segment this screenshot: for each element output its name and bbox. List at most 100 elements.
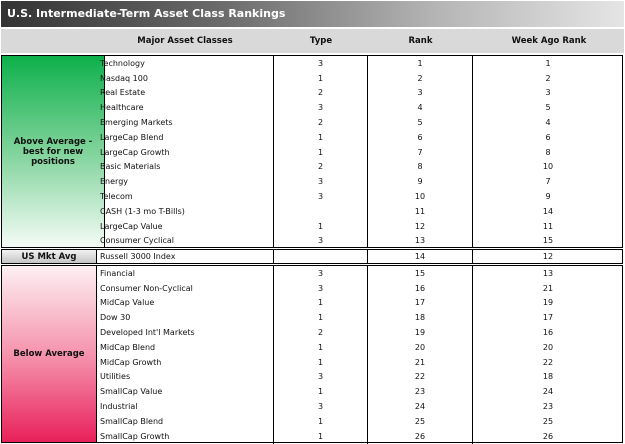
rank-cell: 13 bbox=[367, 233, 473, 249]
table-row: Technology 3 1 1 bbox=[96, 56, 623, 71]
week-ago-rank-cell: 4 bbox=[545, 118, 551, 128]
type-cell: 3 bbox=[273, 266, 368, 281]
asset-name: Energy bbox=[96, 174, 274, 190]
type-cell: 1 bbox=[273, 70, 368, 86]
below-average-label: Below Average bbox=[2, 266, 97, 442]
rank-cell: 24 bbox=[367, 399, 473, 414]
asset-name: Developed Int'l Markets bbox=[96, 325, 274, 340]
table-row: LargeCap Blend 1 6 6 bbox=[96, 129, 623, 145]
table-row: MidCap Blend 1 20 20 bbox=[96, 339, 623, 355]
table-row: Utilities 3 22 18 bbox=[96, 369, 623, 385]
table-row: Financial 3 15 13 bbox=[96, 266, 623, 281]
type-cell: 3 bbox=[273, 189, 368, 204]
rank-cell: 26 bbox=[367, 428, 473, 444]
week-ago-rank-cell: 1 bbox=[545, 58, 551, 68]
rank-cell: 23 bbox=[367, 384, 473, 400]
table-row: CASH (1-3 mo T-Bills) 11 14 bbox=[96, 203, 623, 219]
week-ago-rank-cell: 18 bbox=[542, 372, 554, 382]
asset-name: Technology bbox=[96, 56, 274, 71]
type-cell: 2 bbox=[273, 159, 368, 175]
rank-cell: 19 bbox=[367, 325, 473, 340]
week-ago-rank-cell: 7 bbox=[545, 177, 551, 187]
table-row: Energy 3 9 7 bbox=[96, 174, 623, 190]
below-average-section: Below Average Financial 3 15 13 Consumer Non… bbox=[1, 265, 623, 444]
asset-name: Real Estate bbox=[96, 85, 274, 101]
type-cell: 3 bbox=[273, 100, 368, 116]
rank-cell: 25 bbox=[367, 413, 473, 429]
week-ago-rank-cell: 10 bbox=[542, 162, 554, 172]
rank-cell: 20 bbox=[367, 339, 473, 355]
rank-cell: 16 bbox=[367, 280, 473, 296]
asset-name: Nasdaq 100 bbox=[96, 70, 274, 86]
type-cell: 2 bbox=[273, 85, 368, 101]
week-ago-rank-cell: 25 bbox=[542, 416, 554, 426]
avg-table: Russell 3000 Index 14 12 bbox=[96, 250, 623, 263]
type-cell: 3 bbox=[273, 174, 368, 190]
table-row: Consumer Non-Cyclical 3 16 21 bbox=[96, 280, 623, 296]
asset-name: SmallCap Growth bbox=[96, 428, 274, 444]
week-ago-rank-cell: 19 bbox=[542, 298, 554, 308]
asset-name: Consumer Cyclical bbox=[96, 233, 274, 249]
asset-name: Utilities bbox=[96, 369, 274, 385]
table-row: Developed Int'l Markets 2 19 16 bbox=[96, 325, 623, 340]
week-ago-rank-cell: 20 bbox=[542, 342, 554, 352]
asset-name: LargeCap Blend bbox=[96, 129, 274, 145]
above-average-label: Above Average - best for new positions bbox=[2, 56, 105, 247]
table-header: Major Asset Classes Type Rank Week Ago R… bbox=[1, 29, 624, 53]
asset-name: MidCap Value bbox=[96, 295, 274, 311]
asset-name: SmallCap Value bbox=[96, 384, 274, 400]
type-cell: 1 bbox=[273, 339, 368, 355]
table-row: Russell 3000 Index 14 12 bbox=[96, 250, 623, 263]
week-ago-rank-cell: 16 bbox=[542, 328, 554, 338]
rank-cell: 1 bbox=[367, 56, 473, 71]
rank-cell: 12 bbox=[367, 218, 473, 234]
asset-name: Russell 3000 Index bbox=[96, 250, 274, 263]
table-row: SmallCap Value 1 23 24 bbox=[96, 384, 623, 400]
week-ago-rank-cell: 22 bbox=[542, 357, 554, 367]
week-ago-rank-cell: 12 bbox=[542, 252, 554, 261]
type-cell: 3 bbox=[273, 399, 368, 414]
table-row: MidCap Growth 1 21 22 bbox=[96, 354, 623, 370]
asset-name: LargeCap Value bbox=[96, 218, 274, 234]
asset-name: Financial bbox=[96, 266, 274, 281]
header-asset: Major Asset Classes bbox=[137, 36, 233, 46]
rank-cell: 5 bbox=[367, 115, 473, 130]
rank-cell: 8 bbox=[367, 159, 473, 175]
type-cell: 3 bbox=[273, 56, 368, 71]
table-row: Basic Materials 2 8 10 bbox=[96, 159, 623, 175]
type-cell bbox=[273, 250, 368, 263]
table-row: MidCap Value 1 17 19 bbox=[96, 295, 623, 311]
week-ago-rank-cell: 9 bbox=[545, 192, 551, 202]
table-row: Telecom 3 10 9 bbox=[96, 189, 623, 204]
header-rank: Rank bbox=[408, 36, 433, 46]
rank-cell: 18 bbox=[367, 310, 473, 326]
rank-cell: 22 bbox=[367, 369, 473, 385]
above-table: Technology 3 1 1 Nasdaq 100 1 2 2 Real Estate 2 3 3… bbox=[96, 56, 623, 249]
type-cell: 1 bbox=[273, 129, 368, 145]
week-ago-rank-cell: 21 bbox=[542, 283, 554, 293]
table-row: Healthcare 3 4 5 bbox=[96, 100, 623, 116]
asset-name: Telecom bbox=[96, 189, 274, 204]
rank-cell: 2 bbox=[367, 70, 473, 86]
type-cell bbox=[273, 203, 368, 219]
header-week-ago-rank: Week Ago Rank bbox=[511, 36, 587, 46]
rank-cell: 21 bbox=[367, 354, 473, 370]
week-ago-rank-cell: 5 bbox=[545, 103, 551, 113]
type-cell: 3 bbox=[273, 233, 368, 249]
type-cell: 1 bbox=[273, 144, 368, 160]
type-cell: 1 bbox=[273, 218, 368, 234]
asset-name: Consumer Non-Cyclical bbox=[96, 280, 274, 296]
table-row: Consumer Cyclical 3 13 15 bbox=[96, 233, 623, 249]
week-ago-rank-cell: 24 bbox=[542, 387, 554, 397]
type-cell: 1 bbox=[273, 428, 368, 444]
table-row: LargeCap Value 1 12 11 bbox=[96, 218, 623, 234]
type-cell: 3 bbox=[273, 369, 368, 385]
week-ago-rank-cell: 3 bbox=[545, 88, 551, 98]
week-ago-rank-cell: 11 bbox=[542, 221, 554, 231]
table-row: LargeCap Growth 1 7 8 bbox=[96, 144, 623, 160]
type-cell: 1 bbox=[273, 413, 368, 429]
asset-name: MidCap Blend bbox=[96, 339, 274, 355]
week-ago-rank-cell: 15 bbox=[542, 236, 554, 246]
rank-cell: 17 bbox=[367, 295, 473, 311]
table-row: Dow 30 1 18 17 bbox=[96, 310, 623, 326]
